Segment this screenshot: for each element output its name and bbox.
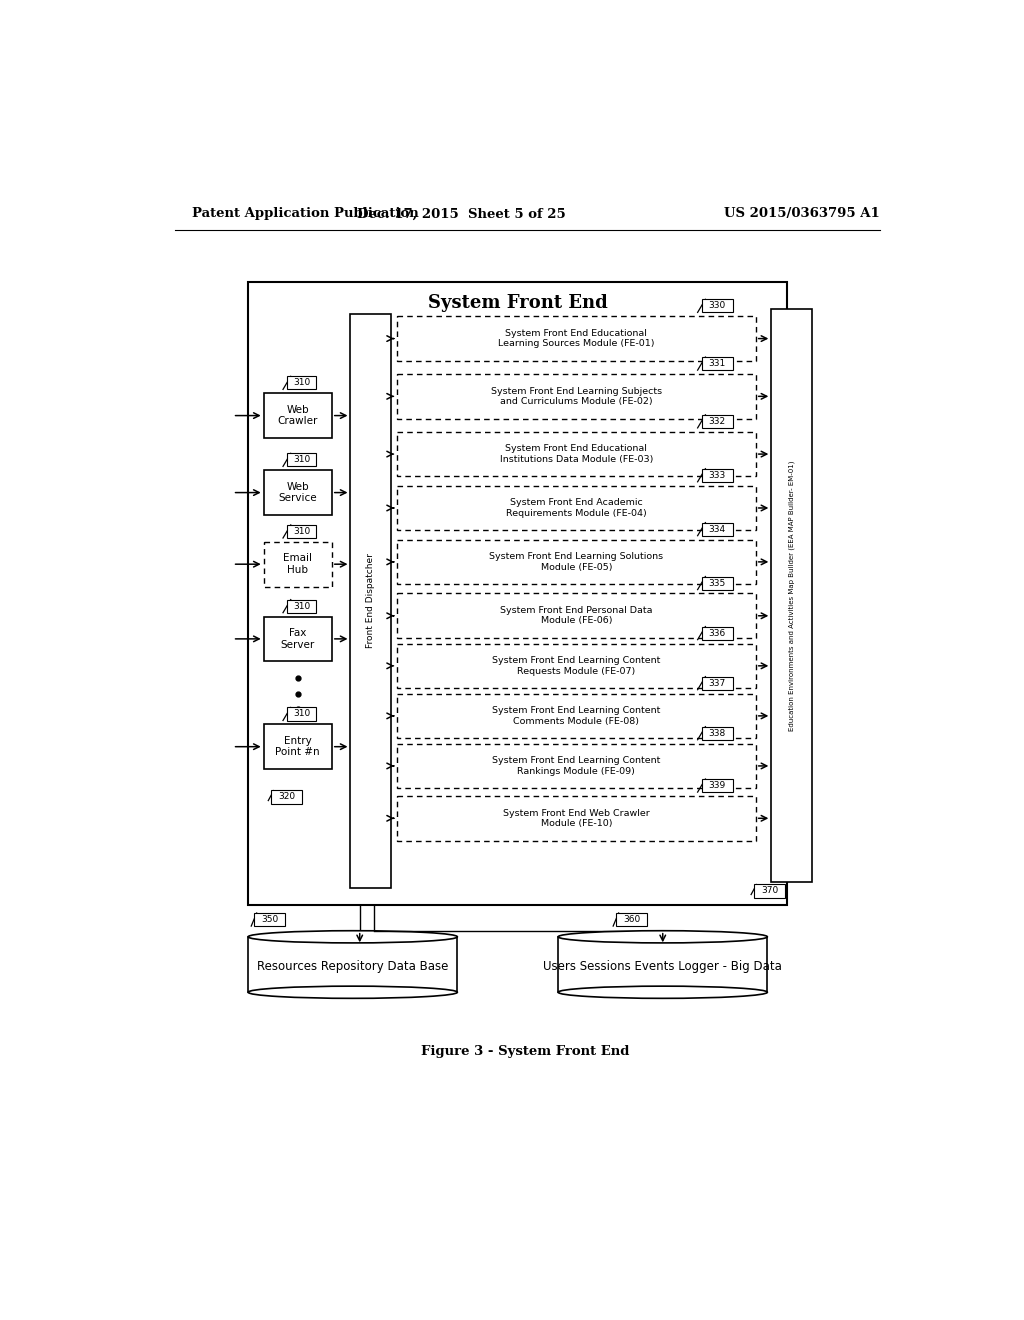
Text: Patent Application Publication: Patent Application Publication [193, 207, 419, 220]
Text: System Front End: System Front End [428, 294, 607, 312]
Text: Email
Hub: Email Hub [284, 553, 312, 576]
Text: 336: 336 [709, 628, 726, 638]
Text: System Front End Learning Subjects
and Curriculums Module (FE-02): System Front End Learning Subjects and C… [490, 387, 662, 407]
Text: Web
Service: Web Service [279, 482, 317, 503]
Text: Front End Dispatcher: Front End Dispatcher [366, 553, 375, 648]
Text: Education Environments and Activities Map Builder (EEA MAP Builder- EM-01): Education Environments and Activities Ma… [788, 461, 795, 731]
Text: 333: 333 [709, 471, 726, 479]
Bar [263, 470, 332, 515]
Text: 310: 310 [293, 602, 310, 611]
Bar [397, 374, 756, 418]
Bar [263, 725, 332, 770]
Text: 360: 360 [624, 915, 640, 924]
Bar [701, 300, 732, 313]
Text: 339: 339 [709, 781, 726, 791]
Text: Web
Crawler: Web Crawler [278, 405, 317, 426]
Bar [701, 627, 732, 640]
Text: 310: 310 [293, 527, 310, 536]
Text: Entry
Point #n: Entry Point #n [275, 735, 321, 758]
Text: 350: 350 [261, 915, 279, 924]
Ellipse shape [248, 986, 458, 998]
Bar [287, 453, 316, 466]
Text: 334: 334 [709, 524, 726, 533]
Bar [701, 358, 732, 370]
Text: 370: 370 [761, 886, 778, 895]
Text: System Front End Educational
Institutions Data Module (FE-03): System Front End Educational Institution… [500, 445, 653, 463]
Bar [701, 469, 732, 482]
Text: 332: 332 [709, 417, 726, 426]
Bar [616, 913, 647, 927]
Bar [397, 743, 756, 788]
Bar [287, 708, 316, 721]
Bar [397, 644, 756, 688]
Text: 330: 330 [709, 301, 726, 310]
Bar [263, 543, 332, 586]
Text: System Front End Learning Content
Requests Module (FE-07): System Front End Learning Content Reques… [493, 656, 660, 676]
Bar [271, 789, 302, 804]
Text: Dec. 17, 2015  Sheet 5 of 25: Dec. 17, 2015 Sheet 5 of 25 [357, 207, 565, 220]
Text: 320: 320 [279, 792, 296, 801]
Ellipse shape [558, 986, 767, 998]
Bar [755, 884, 785, 898]
Text: 335: 335 [709, 578, 726, 587]
Text: Fax
Server: Fax Server [281, 628, 314, 649]
Bar [701, 577, 732, 590]
Text: System Front End Learning Content
Rankings Module (FE-09): System Front End Learning Content Rankin… [493, 756, 660, 776]
Bar [397, 693, 756, 738]
Bar [248, 937, 458, 993]
Text: System Front End Web Crawler
Module (FE-10): System Front End Web Crawler Module (FE-… [503, 809, 649, 828]
Bar [701, 779, 732, 792]
Bar [350, 314, 391, 887]
Bar [701, 726, 732, 739]
Text: US 2015/0363795 A1: US 2015/0363795 A1 [724, 207, 880, 220]
Text: System Front End Learning Content
Comments Module (FE-08): System Front End Learning Content Commen… [493, 706, 660, 726]
Text: 310: 310 [293, 709, 310, 718]
Text: 338: 338 [709, 729, 726, 738]
Bar [287, 525, 316, 539]
Text: Users Sessions Events Logger - Big Data: Users Sessions Events Logger - Big Data [544, 960, 782, 973]
Bar [263, 393, 332, 438]
Bar [701, 677, 732, 689]
Text: System Front End Learning Solutions
Module (FE-05): System Front End Learning Solutions Modu… [489, 552, 664, 572]
Ellipse shape [558, 931, 767, 942]
Text: Figure 3 - System Front End: Figure 3 - System Front End [421, 1045, 629, 1059]
Text: 310: 310 [293, 455, 310, 465]
Text: System Front End Educational
Learning Sources Module (FE-01): System Front End Educational Learning So… [498, 329, 654, 348]
Bar [771, 309, 812, 882]
Bar [287, 376, 316, 389]
Bar [701, 414, 732, 428]
Bar [263, 616, 332, 661]
Text: 310: 310 [293, 379, 310, 387]
Ellipse shape [248, 931, 458, 942]
Bar [701, 523, 732, 536]
Bar [397, 432, 756, 477]
Bar [248, 281, 786, 906]
Bar [397, 317, 756, 360]
Bar [397, 594, 756, 638]
Bar [287, 599, 316, 612]
Bar [397, 486, 756, 531]
Text: Resources Repository Data Base: Resources Repository Data Base [257, 960, 449, 973]
Bar [254, 913, 286, 927]
Bar [397, 796, 756, 841]
Text: 337: 337 [709, 678, 726, 688]
Bar [397, 540, 756, 585]
Bar [558, 937, 767, 993]
Text: 331: 331 [709, 359, 726, 368]
Text: System Front End Personal Data
Module (FE-06): System Front End Personal Data Module (F… [500, 606, 652, 626]
Text: System Front End Academic
Requirements Module (FE-04): System Front End Academic Requirements M… [506, 498, 647, 517]
